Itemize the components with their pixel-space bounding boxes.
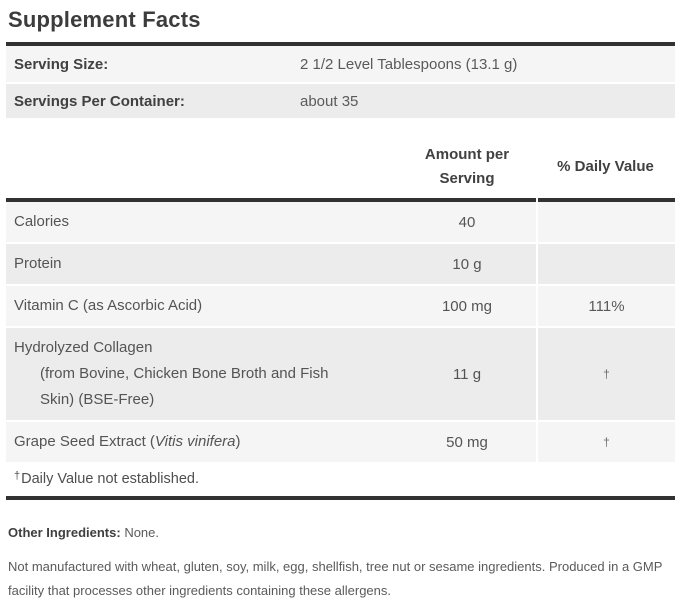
nutrient-name: Calories xyxy=(14,213,70,230)
nutrient-daily-value xyxy=(536,202,675,242)
nutrient-name: Vitamin C (as Ascorbic Acid) xyxy=(14,297,203,314)
bottom-rule xyxy=(6,496,675,500)
header-rule-left xyxy=(6,198,536,202)
top-rule xyxy=(6,42,675,46)
amount-column-header: Amount per Serving xyxy=(424,146,510,187)
servings-per-container-label: Servings Per Container: xyxy=(14,92,185,110)
nutrient-name: Protein xyxy=(14,255,62,272)
nutrient-amount: 10 g xyxy=(452,255,482,273)
nutrient-row-grape-seed-extract: Grape Seed Extract (Vitis vinifera) 50 m… xyxy=(6,420,675,462)
serving-size-label: Serving Size: xyxy=(14,55,109,73)
servings-per-container-value: about 35 xyxy=(300,92,359,110)
servings-per-container-row: Servings Per Container: about 35 xyxy=(6,82,675,118)
nutrient-amount: 11 g xyxy=(452,365,482,383)
daily-value-column-header: % Daily Value xyxy=(557,158,654,175)
nutrient-row-protein: Protein 10 g xyxy=(6,242,675,284)
nutrient-amount: 50 mg xyxy=(446,433,488,451)
serving-size-row: Serving Size: 2 1/2 Level Tablespoons (1… xyxy=(6,46,675,82)
dagger-symbol: † xyxy=(14,470,21,482)
nutrient-daily-value: † xyxy=(536,422,675,462)
nutrient-name-main: Hydrolyzed Collagen xyxy=(14,339,153,356)
header-rule-right xyxy=(538,198,675,202)
nutrient-name-prefix: Grape Seed Extract ( xyxy=(14,433,155,450)
other-ingredients: Other Ingredients: None. xyxy=(8,525,675,540)
allergen-statement: Not manufactured with wheat, gluten, soy… xyxy=(8,559,663,598)
other-ingredients-value: None. xyxy=(124,525,160,540)
nutrient-daily-value: 111% xyxy=(536,286,675,326)
nutrient-row-calories: Calories 40 xyxy=(6,202,675,242)
serving-size-value: 2 1/2 Level Tablespoons (13.1 g) xyxy=(300,55,518,73)
nutrient-amount: 100 mg xyxy=(441,297,493,315)
page-title: Supplement Facts xyxy=(8,7,201,32)
nutrient-name-subline: (from Bovine, Chicken Bone Broth and Fis… xyxy=(40,365,329,382)
nutrient-name: Hydrolyzed Collagen (from Bovine, Chicke… xyxy=(6,328,398,420)
nutrient-name-botanical: Vitis vinifera xyxy=(154,433,236,450)
daily-value-footnote: † Daily Value not established. xyxy=(6,462,675,496)
footnote-text: Daily Value not established. xyxy=(21,471,199,487)
table-header: Amount per Serving % Daily Value xyxy=(6,136,675,198)
nutrient-row-vitamin-c: Vitamin C (as Ascorbic Acid) 100 mg 111% xyxy=(6,284,675,326)
other-ingredients-label: Other Ingredients: xyxy=(8,525,121,540)
nutrient-name-subline: Skin) (BSE-Free) xyxy=(40,391,155,408)
nutrient-row-hydrolyzed-collagen: Hydrolyzed Collagen (from Bovine, Chicke… xyxy=(6,326,675,420)
nutrient-name-suffix: ) xyxy=(235,433,241,450)
nutrient-daily-value xyxy=(536,244,675,284)
header-rule xyxy=(6,198,675,202)
nutrient-amount: 40 xyxy=(458,213,476,231)
nutrient-daily-value: † xyxy=(536,328,675,420)
nutrient-name: Grape Seed Extract (Vitis vinifera) xyxy=(6,422,398,462)
